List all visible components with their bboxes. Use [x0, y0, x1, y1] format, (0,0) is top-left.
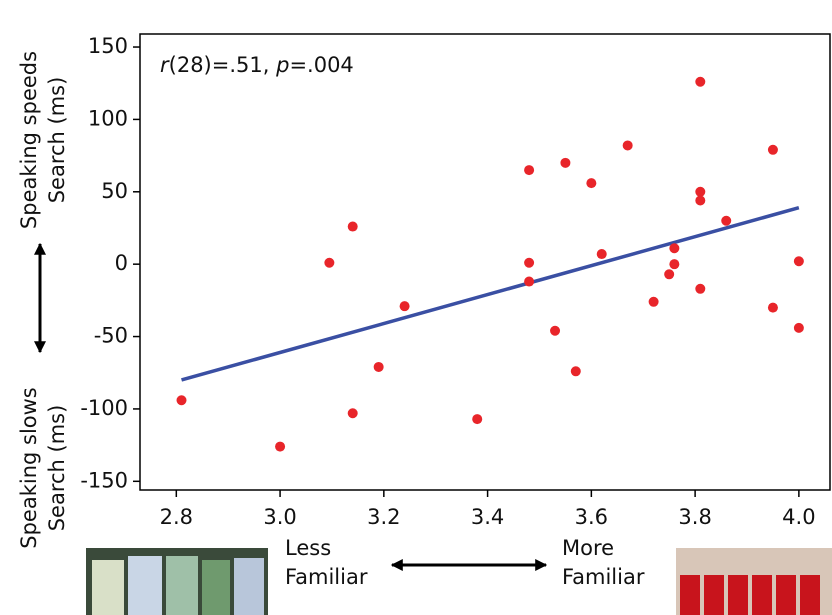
- y-tick-label: -100: [80, 396, 128, 420]
- y-tick-label: 0: [115, 251, 128, 275]
- annotation-stat: (28)=.51,: [169, 53, 276, 77]
- x-tick-label: 3.6: [575, 505, 608, 529]
- annotation-p: p: [275, 53, 289, 77]
- data-point: [524, 276, 535, 287]
- y-tick-label: -50: [94, 324, 128, 348]
- y-tick-label: 50: [101, 179, 128, 203]
- x-tick-label: 4.0: [782, 505, 815, 529]
- data-point: [767, 302, 778, 313]
- x-label-left: Less: [285, 536, 331, 560]
- y-label-top: Speaking speeds: [17, 51, 41, 229]
- data-point: [669, 243, 680, 254]
- x-tick-label: 3.4: [471, 505, 504, 529]
- annotation: r(28)=.51, p=.004: [160, 53, 354, 77]
- annotation-r: r: [160, 53, 170, 77]
- x-label-right: Familiar: [562, 565, 645, 589]
- data-point: [622, 140, 633, 151]
- plot-frame: [139, 33, 831, 491]
- data-point: [472, 414, 483, 425]
- data-point: [793, 256, 804, 267]
- data-point: [560, 157, 571, 168]
- x-tick-label: 3.2: [367, 505, 400, 529]
- y-label-top: Search (ms): [45, 77, 69, 204]
- y-label-bottom: Search (ms): [45, 405, 69, 532]
- data-point: [373, 361, 384, 372]
- data-point: [570, 366, 581, 377]
- y-tick-label: -150: [80, 468, 128, 492]
- data-point: [664, 269, 675, 280]
- data-point: [324, 257, 335, 268]
- data-point: [524, 257, 535, 268]
- x-tick-label: 2.8: [160, 505, 193, 529]
- data-point: [596, 249, 607, 260]
- annotation-pval: =.004: [289, 53, 353, 77]
- data-point: [399, 301, 410, 312]
- x-label-left: Familiar: [285, 565, 368, 589]
- data-point: [695, 195, 706, 206]
- data-point: [695, 283, 706, 294]
- product-photo-left: [86, 548, 268, 615]
- trend-line: [181, 206, 800, 382]
- product-photo-right: [676, 548, 832, 615]
- x-tick-label: 3.0: [263, 505, 296, 529]
- x-label-right: More: [562, 536, 614, 560]
- y-tick-label: 100: [88, 106, 128, 130]
- y-label-bottom: Speaking slows: [17, 387, 41, 549]
- data-point: [347, 221, 358, 232]
- data-point: [721, 215, 732, 226]
- data-point: [586, 178, 597, 189]
- data-point: [347, 408, 358, 419]
- data-point: [669, 259, 680, 270]
- x-tick-label: 3.8: [678, 505, 711, 529]
- data-point: [793, 322, 804, 333]
- data-point: [695, 186, 706, 197]
- data-point: [648, 296, 659, 307]
- data-point: [550, 325, 561, 336]
- y-tick-label: 150: [88, 34, 128, 58]
- data-point: [176, 395, 187, 406]
- data-point: [695, 76, 706, 87]
- data-point: [524, 165, 535, 176]
- data-point: [275, 441, 286, 452]
- data-point: [767, 144, 778, 155]
